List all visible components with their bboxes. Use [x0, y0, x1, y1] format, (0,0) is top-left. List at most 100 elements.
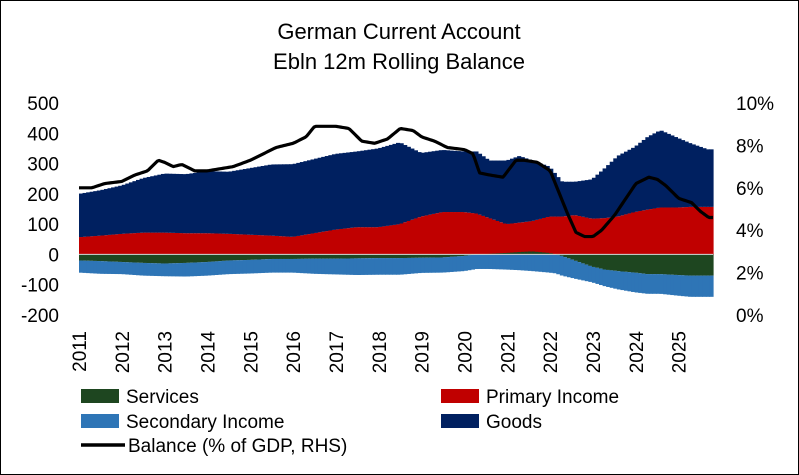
secondary-income-bar — [595, 267, 600, 284]
services-bar — [192, 254, 198, 263]
secondary-income-bar — [413, 257, 418, 274]
primary-income-bar — [438, 212, 443, 255]
services-bar — [196, 254, 201, 263]
secondary-income-bar — [616, 271, 621, 290]
secondary-income-bar — [392, 258, 397, 275]
goods-bar — [677, 138, 682, 208]
secondary-income-bar — [552, 254, 557, 274]
goods-bar — [114, 186, 119, 235]
secondary-income-bar — [428, 257, 433, 273]
services-bar — [331, 254, 337, 259]
goods-bar — [403, 145, 408, 223]
secondary-income-bar — [249, 259, 255, 274]
primary-income-bar — [239, 234, 244, 255]
services-bar — [577, 254, 582, 263]
services-bar — [353, 254, 358, 259]
primary-income-bar — [599, 218, 604, 255]
secondary-income-bar — [559, 255, 564, 276]
secondary-income-bar — [499, 254, 504, 270]
services-bar — [278, 254, 283, 259]
secondary-income-bar — [82, 260, 87, 273]
services-bar — [392, 254, 397, 259]
services-bar — [342, 254, 347, 259]
secondary-income-bar — [103, 261, 109, 274]
goods-bar — [146, 176, 151, 233]
secondary-income-bar — [698, 275, 703, 297]
primary-income-bar — [663, 207, 668, 255]
primary-income-bar — [549, 216, 554, 255]
primary-income-bar — [253, 234, 258, 255]
primary-income-bar — [656, 207, 661, 255]
goods-bar — [164, 173, 169, 233]
primary-income-bar — [435, 213, 440, 255]
goods-bar — [150, 176, 155, 233]
goods-bar — [363, 150, 369, 228]
secondary-income-bar — [570, 259, 575, 279]
secondary-income-bar — [606, 269, 611, 287]
services-bar — [264, 254, 269, 260]
goods-bar — [86, 192, 91, 237]
secondary-income-bar — [542, 254, 547, 273]
secondary-income-bar — [406, 257, 411, 274]
secondary-income-bar — [178, 263, 183, 277]
primary-income-bar — [545, 217, 550, 255]
primary-income-bar — [310, 233, 315, 255]
secondary-income-bar — [481, 254, 486, 269]
secondary-income-bar — [289, 258, 294, 273]
secondary-income-bar — [417, 257, 422, 274]
goods-bar — [349, 152, 354, 228]
goods-bar — [709, 149, 714, 207]
secondary-income-bar — [79, 260, 84, 273]
services-bar — [246, 254, 251, 260]
x-tick-label: 2023 — [584, 331, 605, 373]
goods-bar — [680, 140, 686, 208]
primary-income-bar — [392, 224, 397, 255]
goods-bar — [303, 161, 308, 235]
secondary-income-bar — [677, 275, 682, 296]
primary-income-bar — [673, 207, 678, 255]
primary-income-bar — [128, 233, 134, 255]
primary-income-bar — [185, 233, 191, 255]
services-bar — [691, 254, 696, 276]
goods-bar — [182, 174, 187, 234]
secondary-income-bar — [363, 258, 369, 275]
primary-income-bar — [506, 223, 511, 255]
goods-bar — [121, 184, 126, 234]
primary-income-bar — [606, 217, 611, 255]
primary-income-bar — [331, 229, 337, 255]
secondary-income-bar — [114, 261, 119, 275]
primary-income-bar — [200, 233, 205, 255]
services-bar — [135, 254, 141, 263]
goods-bar — [588, 179, 593, 219]
secondary-income-bar — [225, 260, 230, 275]
secondary-income-bar — [431, 257, 436, 273]
axis-layer: 500 400 300 200 100 0 -100 -200 10% 8% 6% 4% 2% 0% 201… — [21, 94, 774, 373]
secondary-income-bar — [663, 274, 668, 295]
goods-bar — [460, 151, 465, 213]
goods-bar — [210, 171, 215, 234]
primary-income-bar — [153, 232, 158, 255]
secondary-income-bar — [435, 257, 440, 273]
services-bar — [249, 254, 255, 260]
services-bar — [146, 254, 151, 264]
secondary-income-bar — [86, 260, 91, 274]
services-bar — [534, 251, 540, 255]
services-bar — [153, 254, 158, 264]
secondary-income-bar — [666, 274, 671, 295]
services-bar — [121, 254, 126, 263]
services-bar — [346, 254, 351, 259]
secondary-income-bar — [285, 258, 290, 273]
services-bar — [374, 254, 379, 259]
primary-income-bar — [89, 236, 94, 255]
goods-bar — [217, 171, 223, 234]
goods-bar — [449, 150, 454, 213]
primary-income-bar — [442, 212, 447, 255]
primary-income-bar — [449, 212, 454, 255]
goods-bar — [591, 177, 597, 219]
secondary-income-bar — [274, 258, 280, 273]
secondary-income-bar — [638, 273, 643, 293]
primary-income-bar — [203, 233, 208, 255]
goods-bar — [616, 155, 621, 217]
services-bar — [221, 254, 226, 261]
services-bar — [139, 254, 144, 263]
